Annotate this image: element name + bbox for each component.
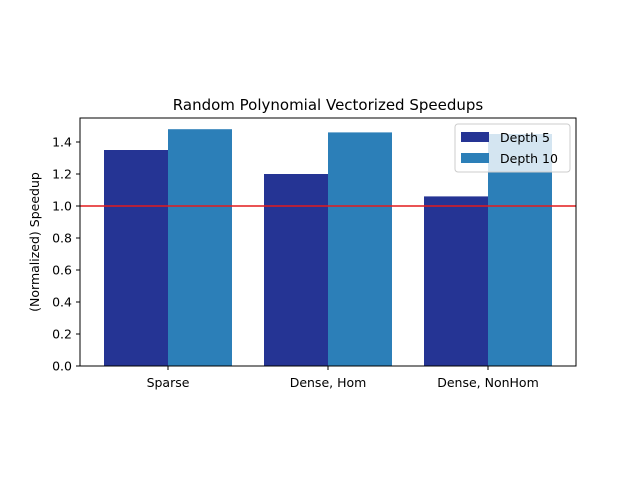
y-axis-label: (Normalized) Speedup <box>27 172 42 312</box>
legend-swatch <box>461 132 489 142</box>
bar <box>264 174 328 366</box>
y-tick-label: 0.6 <box>52 263 72 278</box>
legend-label: Depth 10 <box>500 151 558 166</box>
y-tick-label: 0.0 <box>52 359 72 374</box>
legend-swatch <box>461 153 489 163</box>
bar <box>328 132 392 366</box>
y-tick-label: 0.4 <box>52 295 72 310</box>
legend-label: Depth 5 <box>500 130 550 145</box>
axes-group: 0.0 0.2 0.4 0.6 0.8 1.0 1.2 1.4 Sparse Dense, Hom… <box>52 117 577 390</box>
bar <box>168 129 232 366</box>
x-tick-label: Sparse <box>147 375 190 390</box>
chart-title: Random Polynomial Vectorized Speedups <box>173 96 484 114</box>
bar <box>104 150 168 366</box>
y-tick-label: 1.4 <box>52 135 72 150</box>
y-tick-label: 0.8 <box>52 231 72 246</box>
y-tick-label: 0.2 <box>52 327 72 342</box>
legend: Depth 5 Depth 10 <box>454 123 571 173</box>
bar <box>424 196 488 366</box>
x-tick-label: Dense, NonHom <box>437 375 539 390</box>
y-tick-label: 1.0 <box>52 199 72 214</box>
bar <box>488 134 552 366</box>
y-tick-label: 1.2 <box>52 167 72 182</box>
x-tick-label: Dense, Hom <box>290 375 367 390</box>
